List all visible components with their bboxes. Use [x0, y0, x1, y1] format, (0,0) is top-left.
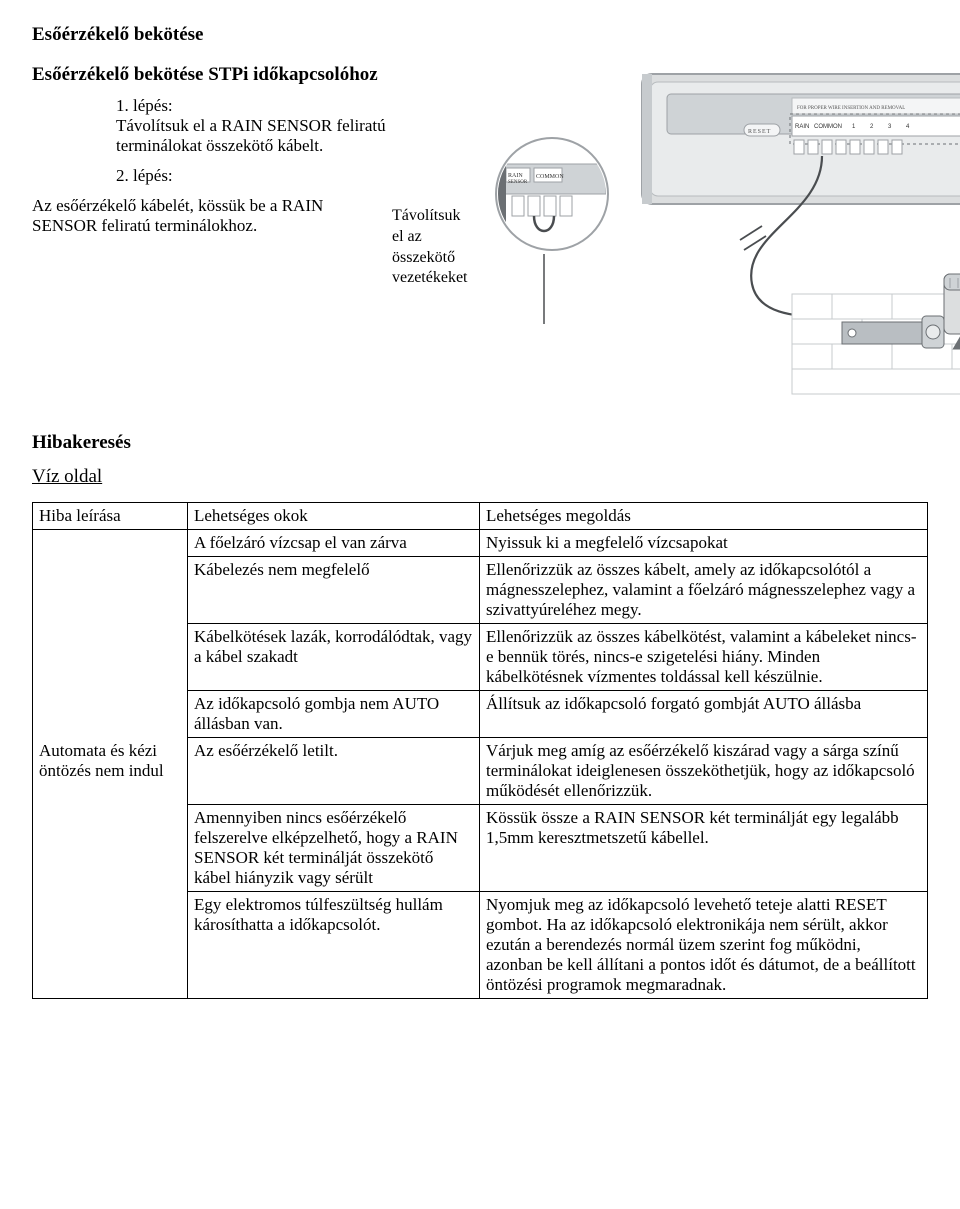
step2-label: 2. lépés:: [116, 166, 372, 186]
table-cell: [33, 892, 188, 999]
svg-text:FOR PROPER WIRE INSERTION AND: FOR PROPER WIRE INSERTION AND REMOVAL: [797, 106, 905, 111]
table-cell: Várjuk meg amíg az esőérzékelő kiszárad …: [480, 738, 928, 805]
table-cell: Állítsuk az időkapcsoló forgató gombját …: [480, 691, 928, 738]
heading-troubleshoot: Hibakeresés: [32, 432, 928, 454]
table-row: Kábelezés nem megfelelő Ellenőrizzük az …: [33, 557, 928, 624]
table-cell: Az időkapcsoló gombja nem AUTO állásban …: [188, 691, 480, 738]
table-header-row: Hiba leírása Lehetséges okok Lehetséges …: [33, 503, 928, 530]
svg-text:RAIN: RAIN: [508, 173, 523, 179]
step1-label: 1. lépés:: [116, 96, 468, 116]
table-cell: A főelzáró vízcsap el van zárva: [188, 530, 480, 557]
table-cell: Nyomjuk meg az időkapcsoló levehető tete…: [480, 892, 928, 999]
table-cell: Kábelkötések lazák, korrodálódtak, vagy …: [188, 624, 480, 691]
step2-body: Az esőérzékelő kábelét, kössük be a RAIN…: [32, 196, 372, 236]
table-cell: [33, 530, 188, 557]
svg-text:RESET: RESET: [748, 129, 771, 135]
troubleshoot-table: Hiba leírása Lehetséges okok Lehetséges …: [32, 502, 928, 999]
table-cell: [33, 624, 188, 691]
svg-text:COMMON: COMMON: [536, 174, 564, 180]
table-cell: [33, 557, 188, 624]
figure-callout-text: Távolítsuk el az összekötő vezetékeket: [392, 206, 468, 289]
table-cell: Kössük össze a RAIN SENSOR két terminálj…: [480, 805, 928, 892]
table-cell: Ellenőrizzük az összes kábelkötést, vala…: [480, 624, 928, 691]
table-row: Az időkapcsoló gombja nem AUTO állásban …: [33, 691, 928, 738]
table-cell: Nyissuk ki a megfelelő vízcsapokat: [480, 530, 928, 557]
table-row: Kábelkötések lazák, korrodálódtak, vagy …: [33, 624, 928, 691]
svg-text:COMMON: COMMON: [814, 124, 842, 130]
table-span-label: Automata és kézi öntözés nem indul: [33, 738, 188, 805]
step1-body: Távolítsuk el a RAIN SENSOR feliratú ter…: [116, 116, 468, 156]
table-cell: Az esőérzékelő letilt.: [188, 738, 480, 805]
table-cell: [33, 805, 188, 892]
heading-sub: Esőérzékelő bekötése STPi időkapcsolóhoz: [32, 64, 468, 86]
svg-text:RAIN: RAIN: [795, 124, 809, 130]
table-row: Amennyiben nincs esőérzékelő felszerelve…: [33, 805, 928, 892]
table-cell: Egy elektromos túlfeszültség hullám káro…: [188, 892, 480, 999]
table-cell: Amennyiben nincs esőérzékelő felszerelve…: [188, 805, 480, 892]
table-header: Lehetséges megoldás: [480, 503, 928, 530]
svg-text:SENSOR: SENSOR: [508, 180, 528, 185]
table-cell: [33, 691, 188, 738]
table-row: A főelzáró vízcsap el van zárva Nyissuk …: [33, 530, 928, 557]
heading-water-side: Víz oldal: [32, 466, 928, 488]
table-row: Egy elektromos túlfeszültség hullám káro…: [33, 892, 928, 999]
heading-main: Esőérzékelő bekötése: [32, 24, 928, 46]
table-cell: Ellenőrizzük az összes kábelt, amely az …: [480, 557, 928, 624]
table-cell: Kábelezés nem megfelelő: [188, 557, 480, 624]
table-header: Lehetséges okok: [188, 503, 480, 530]
wiring-diagram-figure: FOR PROPER WIRE INSERTION AND REMOVAL RA…: [492, 64, 960, 404]
table-row: Automata és kézi öntözés nem indul Az es…: [33, 738, 928, 805]
table-header: Hiba leírása: [33, 503, 188, 530]
